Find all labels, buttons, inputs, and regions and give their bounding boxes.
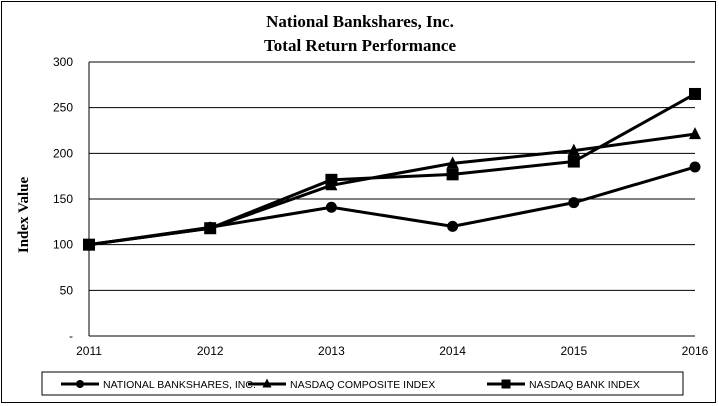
y-tick-label: 300 [53, 55, 73, 69]
y-tick-label: 150 [53, 192, 73, 206]
chart-title-line-2: Total Return Performance [264, 36, 456, 55]
data-point-square [446, 168, 459, 181]
data-point-square [325, 173, 338, 186]
legend-item-circle: NATIONAL BANKSHARES, INC. [61, 379, 256, 391]
legend-label: NASDAQ COMPOSITE INDEX [290, 379, 435, 391]
data-point-circle [689, 161, 701, 173]
y-tick-label: 100 [53, 238, 73, 252]
x-tick-label: 2013 [318, 344, 345, 358]
y-tick-label: - [69, 329, 73, 343]
y-tick-label: 50 [60, 283, 74, 297]
legend-item-square: NASDAQ BANK INDEX [487, 379, 640, 391]
legend-item-triangle: NASDAQ COMPOSITE INDEX [248, 378, 435, 391]
y-tick-label: 200 [53, 146, 73, 160]
data-point-triangle [567, 143, 580, 156]
data-point-circle [568, 197, 580, 209]
data-point-square [204, 222, 217, 235]
y-tick-label: 250 [53, 101, 73, 115]
legend-box [41, 371, 684, 396]
data-point-circle [447, 220, 459, 232]
legend-marker-square [501, 379, 511, 389]
x-tick-label: 2016 [682, 344, 709, 358]
chart-title-line-1: National Bankshares, Inc. [266, 12, 454, 31]
y-axis-label: Index Value [16, 177, 32, 254]
x-tick-label: 2015 [560, 344, 587, 358]
series-line-triangle [88, 132, 696, 247]
series-group [83, 87, 701, 251]
data-point-circle [325, 201, 337, 213]
y-tick-labels: - 50 100 150 200 250 300 [53, 55, 73, 343]
x-tick-label: 2012 [197, 344, 224, 358]
x-tick-labels: 2011 2012 2013 2014 2015 2016 [76, 344, 709, 358]
legend: NATIONAL BANKSHARES, INC. NASDAQ COMPOSIT… [41, 371, 684, 396]
series-square [83, 87, 701, 251]
x-tick-label: 2014 [439, 344, 466, 358]
legend-marker-circle [76, 380, 84, 388]
axes [88, 62, 695, 337]
data-point-triangle [689, 127, 701, 140]
legend-marker-triangle [262, 378, 272, 388]
gridlines [89, 61, 695, 291]
data-point-square [567, 155, 580, 168]
legend-label: NASDAQ BANK INDEX [529, 379, 640, 391]
data-point-square [689, 87, 701, 100]
legend-label: NATIONAL BANKSHARES, INC. [103, 379, 256, 391]
series-line-square [88, 92, 696, 247]
x-tick-label: 2011 [76, 344, 102, 358]
data-point-square [83, 238, 95, 251]
data-point-triangle [446, 156, 459, 169]
